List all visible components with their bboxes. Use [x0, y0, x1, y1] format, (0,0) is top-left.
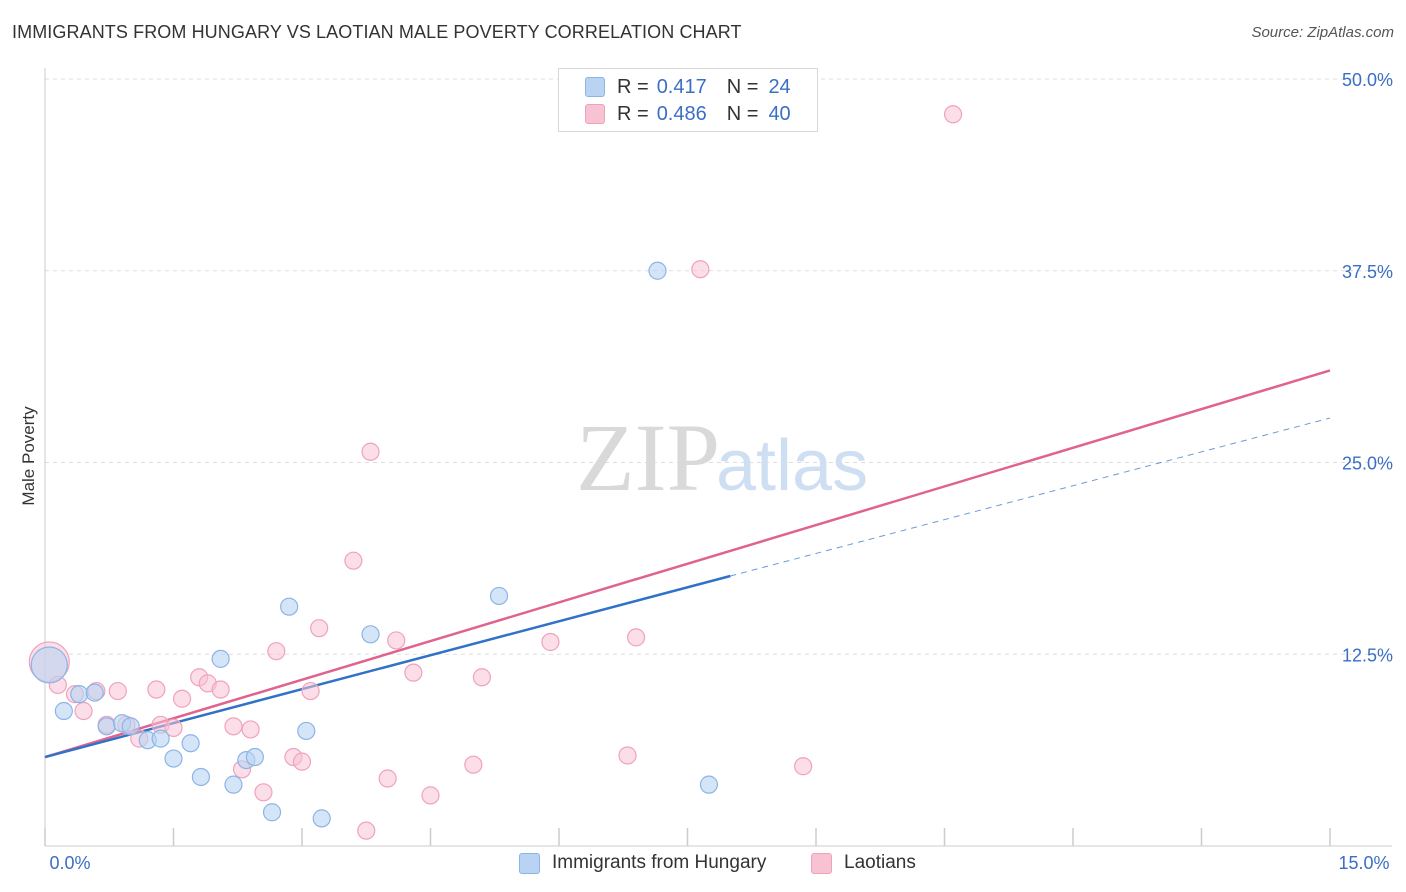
- point-laotians: [108, 681, 127, 701]
- point-hungary: [54, 701, 73, 721]
- point-hungary: [151, 729, 170, 748]
- series-legend: Immigrants from Hungary Laotians: [0, 852, 1406, 878]
- point-hungary: [191, 767, 211, 787]
- chart-title: IMMIGRANTS FROM HUNGARY VS LAOTIAN MALE …: [12, 22, 742, 42]
- point-hungary: [97, 717, 116, 736]
- point-laotians: [387, 631, 406, 650]
- trend-line-laotians: [44, 369, 1331, 759]
- point-laotians: [943, 105, 963, 124]
- y-tick-label: 37.5%: [1342, 262, 1393, 282]
- legend-row-laotians: R = 0.486 N = 40: [585, 101, 791, 127]
- watermark-zip: ZIP: [576, 404, 720, 511]
- legend-label-hungary: Immigrants from Hungary: [552, 852, 767, 873]
- point-laotians: [618, 746, 637, 765]
- legend-swatch-laotians: [585, 104, 605, 124]
- point-hungary: [699, 775, 719, 794]
- legend-swatch-laotians: [811, 852, 832, 874]
- y-tick-label: 12.5%: [1342, 645, 1393, 665]
- legend-item-laotians[interactable]: Laotians: [811, 852, 916, 874]
- grid-lines: [45, 78, 1392, 655]
- legend-r-value: 0.417: [656, 75, 707, 98]
- legend-r-value: 0.486: [656, 102, 707, 125]
- point-laotians: [344, 551, 363, 570]
- point-laotians: [172, 689, 192, 708]
- point-laotians: [74, 701, 93, 721]
- axes: [44, 68, 1392, 847]
- source-credit: Source: ZipAtlas.com: [1251, 24, 1394, 41]
- point-hungary: [280, 597, 299, 616]
- point-laotians: [472, 668, 491, 687]
- point-laotians: [691, 260, 710, 279]
- point-hungary: [121, 717, 140, 736]
- point-hungary: [297, 721, 316, 741]
- point-laotians: [421, 786, 440, 805]
- point-hungary: [70, 685, 89, 704]
- legend-n-label: N =: [726, 102, 759, 125]
- point-laotians: [626, 628, 646, 647]
- legend-n-label: N =: [726, 75, 759, 98]
- legend-r-label: R =: [617, 75, 649, 98]
- point-hungary: [85, 683, 104, 702]
- point-hungary: [181, 734, 200, 753]
- y-axis-label: Male Poverty: [19, 406, 38, 506]
- point-laotians: [164, 718, 183, 737]
- point-laotians: [310, 619, 329, 638]
- point-hungary: [245, 747, 264, 767]
- watermark-atlas: atlas: [716, 426, 868, 506]
- legend-row-hungary: R = 0.417 N = 24: [585, 74, 791, 100]
- point-laotians: [211, 680, 230, 699]
- point-hungary: [211, 649, 230, 668]
- point-laotians: [292, 752, 312, 771]
- point-hungary: [262, 803, 282, 822]
- point-laotians: [464, 755, 483, 774]
- data-points: [28, 105, 963, 840]
- legend-swatch-hungary: [519, 852, 540, 874]
- legend-n-value: 24: [768, 75, 791, 98]
- point-laotians: [224, 717, 243, 736]
- point-hungary: [30, 646, 68, 684]
- x-tick-label-max: 15.0%: [1338, 853, 1389, 873]
- point-hungary: [361, 625, 380, 644]
- point-laotians: [147, 680, 166, 699]
- trend-line-hungary: [44, 574, 731, 759]
- point-laotians: [254, 783, 273, 802]
- legend-label-laotians: Laotians: [844, 852, 916, 873]
- point-laotians: [241, 720, 260, 739]
- legend-n-value: 40: [768, 102, 791, 125]
- point-laotians: [267, 642, 286, 661]
- legend-r-label: R =: [617, 102, 649, 125]
- point-laotians: [378, 769, 397, 788]
- trend-line-hungary-extension: [730, 417, 1331, 577]
- point-hungary: [164, 749, 183, 768]
- point-laotians: [357, 821, 376, 840]
- x-tick-label-min: 0.0%: [49, 853, 90, 873]
- legend-item-hungary[interactable]: Immigrants from Hungary: [519, 852, 766, 874]
- point-hungary: [312, 809, 331, 828]
- point-hungary: [224, 775, 243, 794]
- point-laotians: [404, 663, 423, 682]
- point-hungary: [648, 261, 667, 280]
- point-laotians: [794, 757, 813, 776]
- correlation-legend: R = 0.417 N = 24 R = 0.486 N = 40: [558, 68, 818, 132]
- point-laotians: [361, 442, 380, 461]
- point-laotians: [301, 681, 320, 701]
- point-hungary: [489, 586, 509, 606]
- y-tick-labels: 12.5% 25.0% 37.5% 50.0%: [1342, 70, 1393, 665]
- point-laotians: [541, 632, 560, 652]
- y-tick-label: 25.0%: [1342, 454, 1393, 474]
- y-tick-label: 50.0%: [1342, 70, 1393, 90]
- legend-swatch-hungary: [585, 77, 605, 97]
